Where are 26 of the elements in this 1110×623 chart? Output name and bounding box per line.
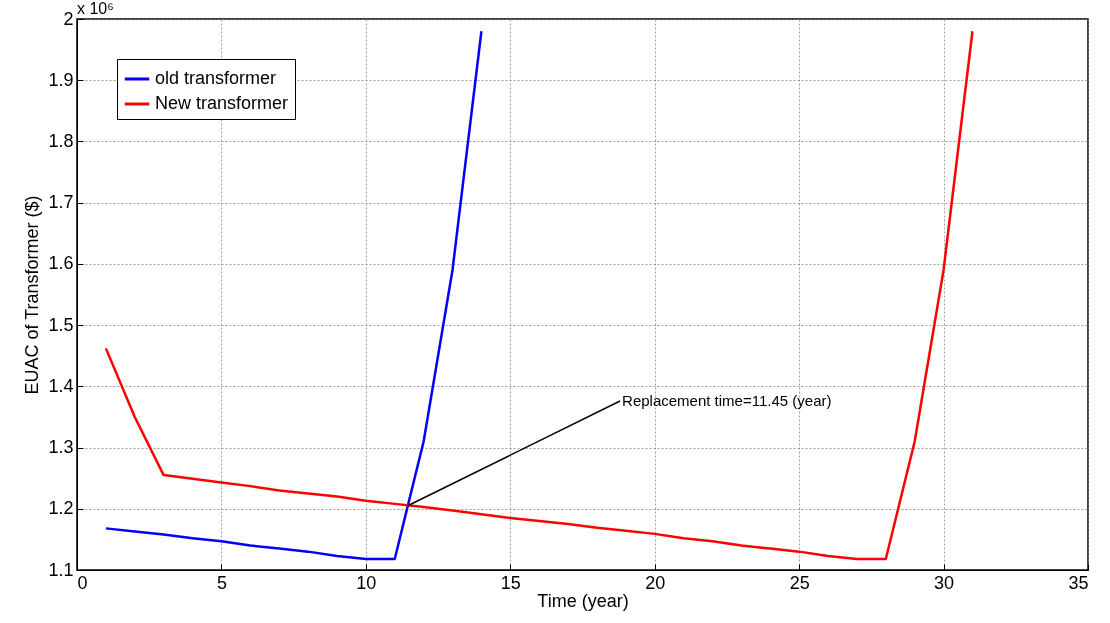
line-series bbox=[104, 29, 974, 561]
y-tick-label: 1.7 bbox=[48, 192, 74, 213]
x-tick-label: 10 bbox=[356, 572, 377, 593]
y-tick-label: 1.9 bbox=[48, 69, 74, 90]
y-tick-label: 1.5 bbox=[48, 314, 74, 335]
y-tick-label: 1.3 bbox=[48, 437, 74, 458]
y-tick-label: 2 bbox=[63, 8, 74, 29]
x-tick-label: 35 bbox=[1068, 572, 1089, 593]
x-tick-label: 25 bbox=[789, 572, 810, 593]
x-tick-label: 5 bbox=[216, 572, 227, 593]
y-axis-title: EUAC of Transformer ($) bbox=[22, 195, 43, 395]
y-tick-label: 1.8 bbox=[48, 130, 74, 151]
x-tick-label: 0 bbox=[77, 572, 88, 593]
y-tick-label: 1.6 bbox=[48, 253, 74, 274]
x-axis-title: Time (year) bbox=[537, 590, 629, 611]
x-tick-label: 20 bbox=[645, 572, 666, 593]
x-tick-label: 15 bbox=[500, 572, 521, 593]
y-tick-label: 1.1 bbox=[48, 559, 74, 580]
legend-label: old transformer bbox=[155, 68, 277, 88]
y-tick-label: 1.4 bbox=[48, 375, 74, 396]
annotation: Replacement time=11.45 (year) bbox=[622, 392, 832, 410]
x-tick-label: 30 bbox=[934, 572, 955, 593]
text: x 10⁶ bbox=[77, 0, 114, 17]
y-tick-label: 1.2 bbox=[48, 498, 74, 519]
legend-label: New transformer bbox=[155, 93, 289, 113]
line-series bbox=[104, 29, 483, 561]
